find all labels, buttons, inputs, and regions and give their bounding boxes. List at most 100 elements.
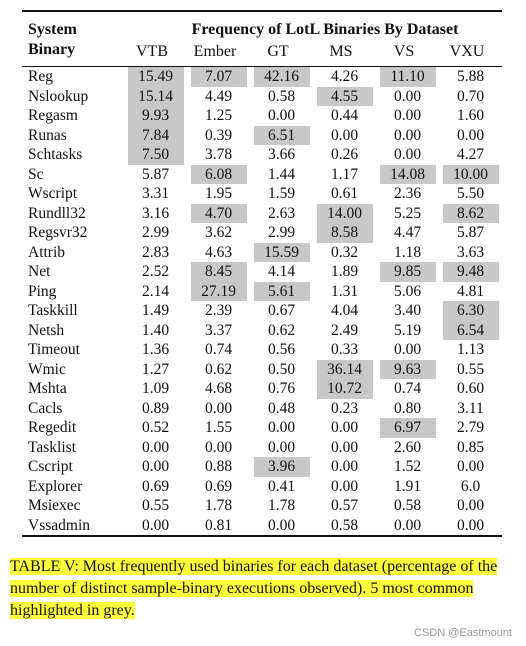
value: 4.14 <box>267 263 296 280</box>
highlighted-value: 9.93 <box>127 106 184 126</box>
table-row: Explorer 0.69 0.69 0.41 0.00 1.91 6.0 <box>22 477 502 497</box>
value: 0.55 <box>456 360 485 378</box>
value: 1.78 <box>267 497 296 514</box>
value-cell: 0.41 <box>250 477 313 497</box>
value-cell: 0.60 <box>439 379 502 399</box>
value: 1.91 <box>393 477 422 495</box>
value-cell: 0.81 <box>187 516 250 536</box>
column-header-gt: GT <box>267 43 289 60</box>
table-row: Nslookup 15.14 4.49 0.58 4.55 0.00 0.70 <box>22 86 502 106</box>
table-header: System Binary Frequency of LotL Binaries… <box>22 12 502 64</box>
value-cell: 36.14 <box>313 359 376 379</box>
value: 0.50 <box>267 360 296 378</box>
value-cell: 1.91 <box>376 477 439 497</box>
value: 0.26 <box>330 146 359 163</box>
value: 0.00 <box>393 146 422 163</box>
value: 4.26 <box>330 68 359 85</box>
binary-name: Sc <box>28 165 44 183</box>
value: 0.76 <box>267 380 296 397</box>
table-row: Vssadmin 0.00 0.81 0.00 0.58 0.00 0.00 <box>22 516 502 536</box>
value-cell: 0.62 <box>250 321 313 341</box>
value-cell: 8.58 <box>313 223 376 243</box>
system-header-line1: System <box>28 21 77 38</box>
value-cell: 4.55 <box>313 86 376 106</box>
highlighted-value: 36.14 <box>316 359 373 379</box>
highlighted-value: 9.63 <box>379 359 436 379</box>
value-cell: 1.27 <box>124 360 187 380</box>
highlighted-value: 10.72 <box>316 379 373 399</box>
value-cell: 15.49 <box>124 67 187 87</box>
value-cell: 5.06 <box>376 282 439 302</box>
highlighted-value: 27.19 <box>190 281 247 301</box>
value-cell: 0.39 <box>187 126 250 146</box>
value: 5.87 <box>456 224 485 241</box>
value-cell: 15.14 <box>124 86 187 106</box>
value-cell: 0.58 <box>376 496 439 516</box>
value: 0.60 <box>456 380 485 397</box>
value: 0.00 <box>456 497 485 514</box>
value-cell: 4.68 <box>187 379 250 399</box>
value: 0.00 <box>393 341 422 358</box>
value-cell: 0.56 <box>250 340 313 360</box>
value: 4.47 <box>393 224 422 241</box>
value: 0.00 <box>393 516 422 534</box>
value: 0.00 <box>393 107 422 124</box>
value-cell: 1.78 <box>187 496 250 516</box>
value: 0.58 <box>330 516 359 534</box>
highlighted-value: 6.08 <box>190 164 247 184</box>
value-cell: 3.16 <box>124 204 187 224</box>
value-cell: 0.58 <box>313 516 376 536</box>
value: 1.52 <box>393 458 422 475</box>
value: 1.44 <box>267 165 296 183</box>
value: 3.66 <box>267 146 296 163</box>
value: 3.78 <box>204 146 233 163</box>
value-cell: 5.87 <box>439 223 502 243</box>
value-cell: 8.62 <box>439 203 502 223</box>
value-cell: 0.00 <box>376 516 439 536</box>
table-row: Timeout 1.36 0.74 0.56 0.33 0.00 1.13 <box>22 340 502 360</box>
value: 0.88 <box>204 458 233 475</box>
value-cell: 0.00 <box>439 516 502 536</box>
value: 1.36 <box>141 341 170 358</box>
value: 3.31 <box>141 185 170 202</box>
table-row: Attrib 2.83 4.63 15.59 0.32 1.18 3.63 <box>22 242 502 263</box>
highlighted-value: 7.07 <box>190 67 247 87</box>
highlighted-value: 5.61 <box>253 281 310 301</box>
value: 2.99 <box>141 224 170 241</box>
value-cell: 5.88 <box>439 67 502 87</box>
value-cell: 3.66 <box>250 145 313 165</box>
value-cell: 5.61 <box>250 281 313 301</box>
value-cell: 6.30 <box>439 301 502 321</box>
value: 1.40 <box>141 321 170 339</box>
value: 4.04 <box>330 302 359 319</box>
frequency-table-body: Reg 15.49 7.07 42.16 4.26 11.10 5.88 Nslookup 15… <box>22 67 502 535</box>
highlighted-value: 15.14 <box>127 86 184 106</box>
value-cell: 0.00 <box>250 438 313 458</box>
value-cell: 0.00 <box>250 516 313 536</box>
value: 1.17 <box>330 165 359 183</box>
value: 0.56 <box>267 341 296 358</box>
value-cell: 4.27 <box>439 145 502 165</box>
value-cell: 10.72 <box>313 379 376 399</box>
value: 0.61 <box>330 185 359 202</box>
value-cell: 4.63 <box>187 243 250 263</box>
value: 0.00 <box>267 516 296 534</box>
value-cell: 1.49 <box>124 301 187 321</box>
value: 0.23 <box>330 399 359 417</box>
value: 0.00 <box>204 438 233 456</box>
value: 0.39 <box>204 126 233 144</box>
value-cell: 1.36 <box>124 340 187 360</box>
value: 0.67 <box>267 302 296 319</box>
value-cell: 0.00 <box>313 477 376 497</box>
value-cell: 0.00 <box>439 126 502 146</box>
table-row: Rundll32 3.16 4.70 2.63 14.00 5.25 8.62 <box>22 203 502 224</box>
binary-name: Wscript <box>28 185 78 202</box>
value-cell: 0.33 <box>313 340 376 360</box>
value: 1.89 <box>330 263 359 280</box>
value: 0.44 <box>330 107 359 124</box>
value: 0.62 <box>204 360 233 378</box>
value-cell: 6.51 <box>250 125 313 145</box>
value-cell: 7.84 <box>124 125 187 145</box>
value-cell: 2.52 <box>124 262 187 282</box>
value-cell: 0.00 <box>124 516 187 536</box>
